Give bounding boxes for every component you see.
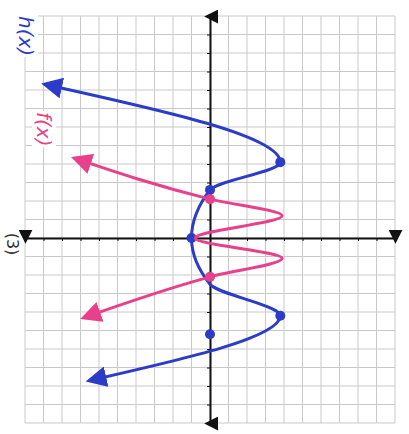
tick-mark [207, 386, 210, 387]
tick-mark [207, 127, 210, 128]
point [205, 272, 215, 282]
point [275, 157, 285, 167]
tick-mark [173, 238, 174, 241]
tick-mark [207, 257, 210, 258]
tick-mark [207, 35, 210, 36]
series-line [45, 84, 280, 380]
tick [207, 220, 210, 221]
y-axis [207, 17, 211, 424]
series-line [75, 158, 282, 317]
series-label: h(x) [14, 16, 38, 56]
tick [207, 312, 210, 313]
point [205, 194, 215, 204]
tick-mark [358, 238, 359, 241]
tick-mark [284, 238, 285, 241]
annotation: (3) [3, 233, 22, 256]
tick [207, 53, 210, 54]
axis-line [207, 17, 211, 424]
chart: h(x) f(x) (3) [0, 0, 409, 434]
tick-mark [266, 238, 267, 241]
tick [207, 16, 210, 17]
tick [207, 90, 210, 91]
tick-mark [340, 238, 341, 241]
tick [207, 368, 210, 369]
tick-mark [207, 53, 210, 54]
tick-mark [207, 220, 210, 221]
tick-mark [247, 238, 248, 241]
tick [207, 127, 210, 128]
tick-mark [136, 238, 137, 241]
tick [207, 386, 210, 387]
tick-mark [207, 312, 210, 313]
tick [377, 238, 378, 241]
tick-mark [207, 16, 210, 17]
tick-mark [207, 368, 210, 369]
label-patch [32, 111, 56, 147]
tick [81, 238, 82, 241]
point [205, 185, 215, 195]
tick [207, 109, 210, 110]
tick [99, 238, 100, 241]
tick [207, 164, 210, 165]
tick [173, 238, 174, 241]
tick-mark [207, 405, 210, 406]
point [205, 329, 215, 339]
tick-mark [207, 238, 210, 239]
tick-mark [207, 109, 210, 110]
tick [155, 238, 156, 241]
labels: h(x) f(x) (3) [3, 15, 57, 255]
grid [25, 16, 395, 423]
tick [229, 238, 230, 241]
tick-mark [99, 238, 100, 241]
tick-mark [377, 238, 378, 241]
tick-mark [229, 238, 230, 241]
tick [207, 183, 210, 184]
tick [207, 405, 210, 406]
tick [25, 238, 26, 241]
tick-mark [207, 90, 210, 91]
tick [207, 72, 210, 73]
tick [321, 238, 322, 241]
tick-mark [321, 238, 322, 241]
tick [207, 423, 210, 424]
tick [303, 238, 304, 241]
tick [207, 257, 210, 258]
tick-mark [207, 146, 210, 147]
tick-mark [207, 164, 210, 165]
point [275, 311, 285, 321]
tick-mark [303, 238, 304, 241]
tick-mark [118, 238, 119, 241]
tick-mark [25, 238, 26, 241]
tick-mark [207, 183, 210, 184]
tick-mark [81, 238, 82, 241]
tick [284, 238, 285, 241]
tick [62, 238, 63, 241]
tick-mark [207, 294, 210, 295]
tick [118, 238, 119, 241]
tick-mark [207, 423, 210, 424]
label-patch [14, 15, 38, 57]
tick-mark [44, 238, 45, 241]
tick-mark [62, 238, 63, 241]
tick [207, 35, 210, 36]
plot-area [45, 84, 285, 380]
tick [207, 146, 210, 147]
tick [44, 238, 45, 241]
tick [358, 238, 359, 241]
series-label: f(x) [32, 112, 56, 146]
tick-mark [155, 238, 156, 241]
tick [266, 238, 267, 241]
tick-mark [207, 72, 210, 73]
tick-mark [395, 238, 396, 241]
tick [136, 238, 137, 241]
tick [247, 238, 248, 241]
tick [207, 238, 210, 239]
tick [395, 238, 396, 241]
tick [207, 294, 210, 295]
tick [340, 238, 341, 241]
